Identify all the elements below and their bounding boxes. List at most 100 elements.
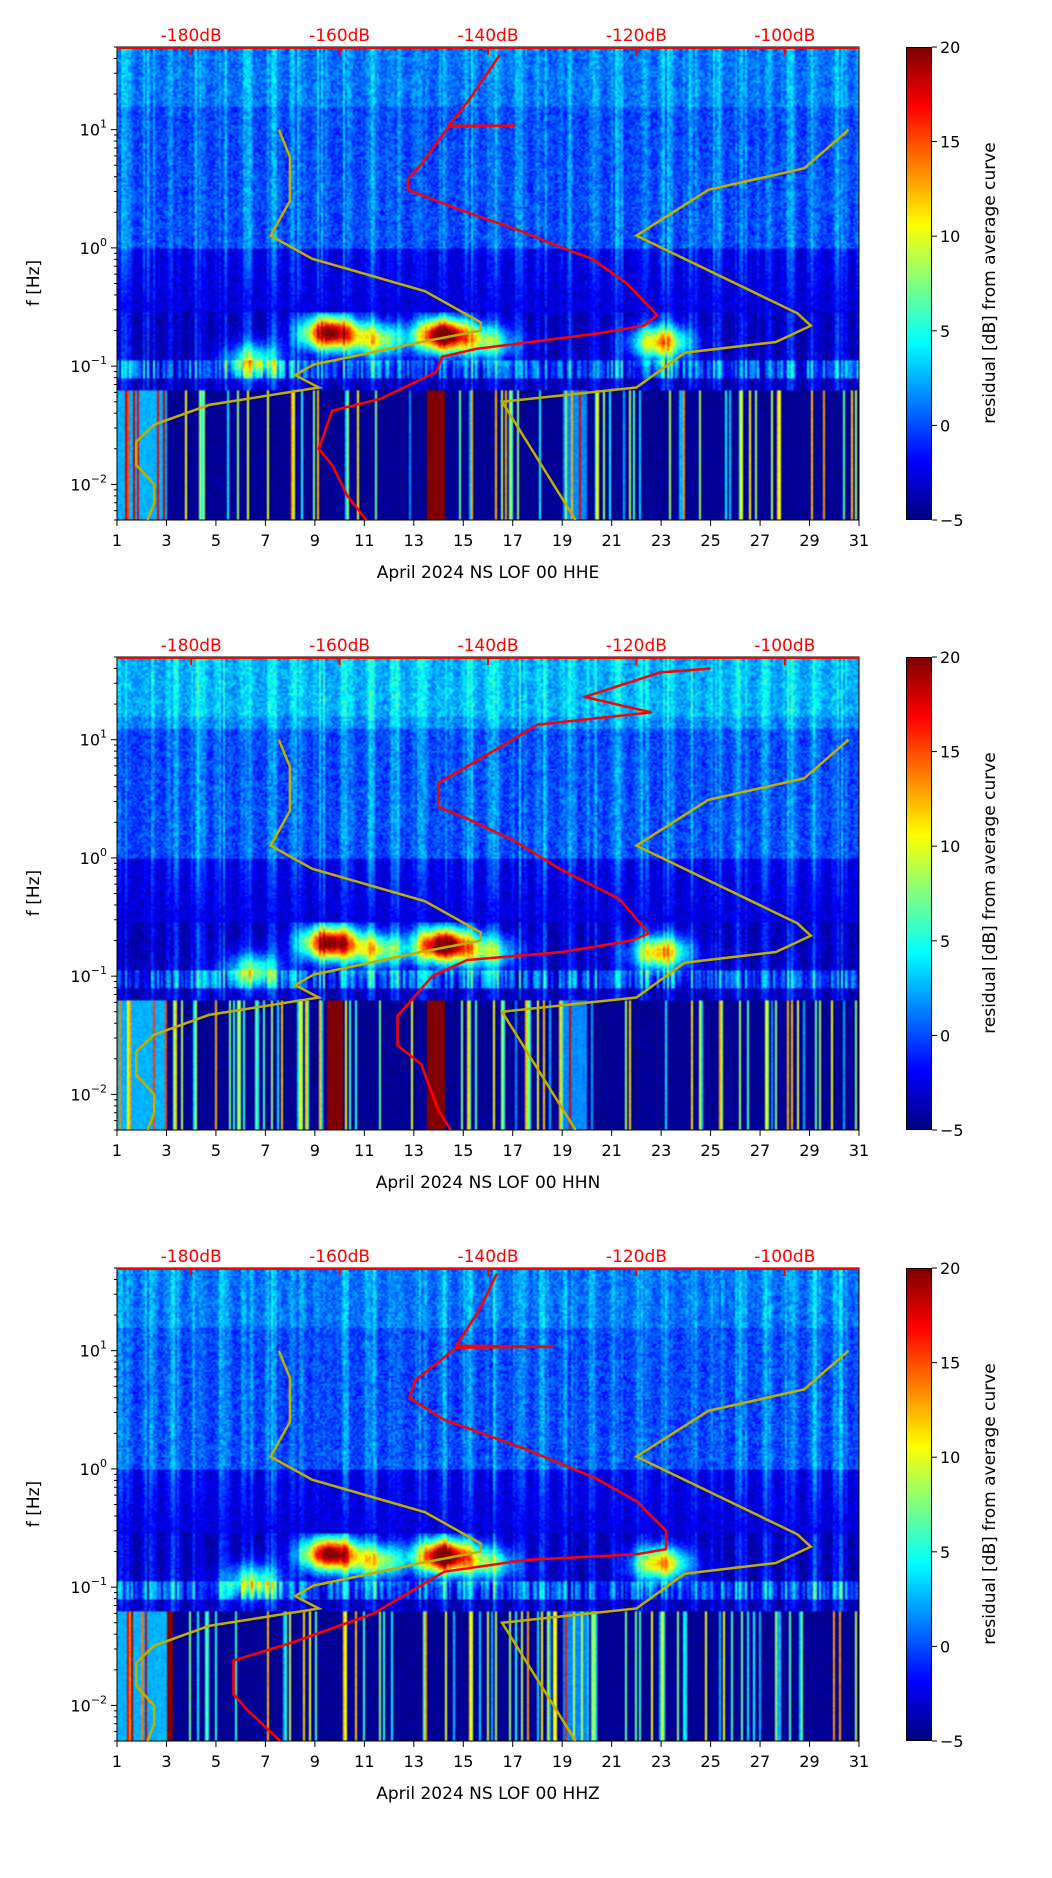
top-tick-label: -140dB: [457, 26, 518, 46]
x-tick-label: 21: [601, 1752, 621, 1771]
top-tick-label: -100dB: [754, 636, 815, 656]
x-tick-label: 1: [112, 1141, 122, 1160]
x-tick-label: 29: [799, 1141, 819, 1160]
plot-frame: [116, 656, 860, 1131]
x-tick-label: 23: [651, 531, 671, 550]
x-tick-label: 3: [161, 531, 171, 550]
x-tick-label: 31: [849, 531, 869, 550]
colorbar-tick-label: 20: [940, 38, 960, 57]
x-tick-label: 7: [260, 1141, 270, 1160]
x-tick-label: 15: [453, 531, 473, 550]
y-tick-label: 10−2: [70, 1082, 107, 1104]
x-tick-label: 31: [849, 1141, 869, 1160]
x-axis-label: April 2024 NS LOF 00 HHE: [376, 563, 600, 583]
x-tick-label: 15: [453, 1752, 473, 1771]
x-tick-label: 19: [552, 531, 572, 550]
colorbar-label: residual [dB] from average curve: [980, 1363, 1000, 1645]
high-noise-model-line: [499, 738, 850, 1130]
psd-red-curve: [396, 667, 711, 1130]
y-tick-label: 100: [80, 236, 107, 258]
colorbar-tick-label: 0: [940, 416, 950, 435]
x-tick-label: 11: [354, 1752, 374, 1771]
colorbar-tick-label: 15: [940, 743, 960, 762]
x-tick-label: 13: [404, 531, 424, 550]
x-tick-label: 1: [112, 1752, 122, 1771]
x-tick-label: 1: [112, 531, 122, 550]
y-axis-label: f [Hz]: [24, 1480, 44, 1528]
y-tick-label: 10−1: [70, 964, 107, 986]
x-tick-label: 23: [651, 1752, 671, 1771]
top-tick-label: -120dB: [606, 26, 667, 46]
y-tick-label: 10−2: [70, 472, 107, 494]
x-tick-label: 29: [799, 531, 819, 550]
top-tick-label: -100dB: [754, 26, 815, 46]
colorbar-tick-label: 10: [940, 1448, 960, 1467]
plot-frame: [116, 46, 860, 521]
x-tick-label: 27: [750, 1752, 770, 1771]
colorbar-label: residual [dB] from average curve: [980, 752, 1000, 1034]
colorbar-tick-label: 0: [940, 1026, 950, 1045]
x-tick-label: 9: [310, 1141, 320, 1160]
x-tick-label: 17: [503, 1752, 523, 1771]
x-tick-label: 13: [404, 1752, 424, 1771]
x-tick-label: 7: [260, 531, 270, 550]
low-noise-model-line: [135, 1350, 482, 1741]
top-tick-label: -120dB: [606, 1247, 667, 1267]
x-tick-label: 21: [601, 531, 621, 550]
x-tick-label: 21: [601, 1141, 621, 1160]
colorbar-tick-label: 5: [940, 1543, 950, 1562]
y-axis-label: f [Hz]: [24, 869, 44, 917]
x-tick-label: 9: [310, 531, 320, 550]
colorbar-tick-label: 15: [940, 1354, 960, 1373]
x-tick-label: 7: [260, 1752, 270, 1771]
x-tick-label: 27: [750, 1141, 770, 1160]
spectrogram-panel-hhe: -180dB -160dB -140dB -120dB -100dB 1 3 5 7 9 11 13 1…: [0, 26, 1052, 657]
y-tick-label: 10−2: [70, 1693, 107, 1715]
colorbar-tick-label: −5: [940, 1121, 964, 1140]
top-tick-label: -100dB: [754, 1247, 815, 1267]
x-tick-label: 23: [651, 1141, 671, 1160]
x-tick-label: 25: [700, 531, 720, 550]
low-noise-model-line: [135, 739, 482, 1130]
x-tick-label: 3: [161, 1141, 171, 1160]
top-tick-label: -160dB: [309, 26, 370, 46]
y-tick-label: 101: [80, 1339, 107, 1361]
top-tick-label: -180dB: [161, 636, 222, 656]
top-tick-label: -140dB: [457, 636, 518, 656]
top-tick-label: -160dB: [309, 636, 370, 656]
x-tick-label: 31: [849, 1752, 869, 1771]
y-tick-label: 10−1: [70, 354, 107, 376]
colorbar: [906, 1268, 932, 1741]
psd-red-curve: [317, 53, 659, 520]
x-tick-label: 17: [503, 531, 523, 550]
top-tick-label: -120dB: [606, 636, 667, 656]
x-tick-label: 5: [211, 531, 221, 550]
colorbar: [906, 657, 932, 1130]
x-tick-label: 29: [799, 1752, 819, 1771]
x-axis-label: April 2024 NS LOF 00 HHN: [375, 1173, 601, 1193]
x-tick-label: 25: [700, 1141, 720, 1160]
x-tick-label: 5: [211, 1141, 221, 1160]
psd-red-curve: [232, 1272, 668, 1741]
y-axis-label: f [Hz]: [24, 259, 44, 307]
high-noise-model-line: [499, 128, 850, 520]
y-tick-label: 100: [80, 846, 107, 868]
colorbar-tick-label: −5: [940, 1732, 964, 1751]
x-tick-label: 19: [552, 1752, 572, 1771]
low-noise-model-line: [135, 129, 482, 520]
top-tick-label: -180dB: [161, 1247, 222, 1267]
colorbar-tick-label: 20: [940, 1259, 960, 1278]
y-tick-label: 101: [80, 728, 107, 750]
colorbar-label: residual [dB] from average curve: [980, 142, 1000, 424]
x-tick-label: 27: [750, 531, 770, 550]
colorbar: [906, 47, 932, 520]
high-noise-model-line: [499, 1349, 850, 1741]
x-tick-label: 9: [310, 1752, 320, 1771]
x-tick-label: 25: [700, 1752, 720, 1771]
y-tick-label: 101: [80, 118, 107, 140]
plot-frame: [116, 1267, 860, 1742]
x-axis-label: April 2024 NS LOF 00 HHZ: [376, 1784, 600, 1804]
